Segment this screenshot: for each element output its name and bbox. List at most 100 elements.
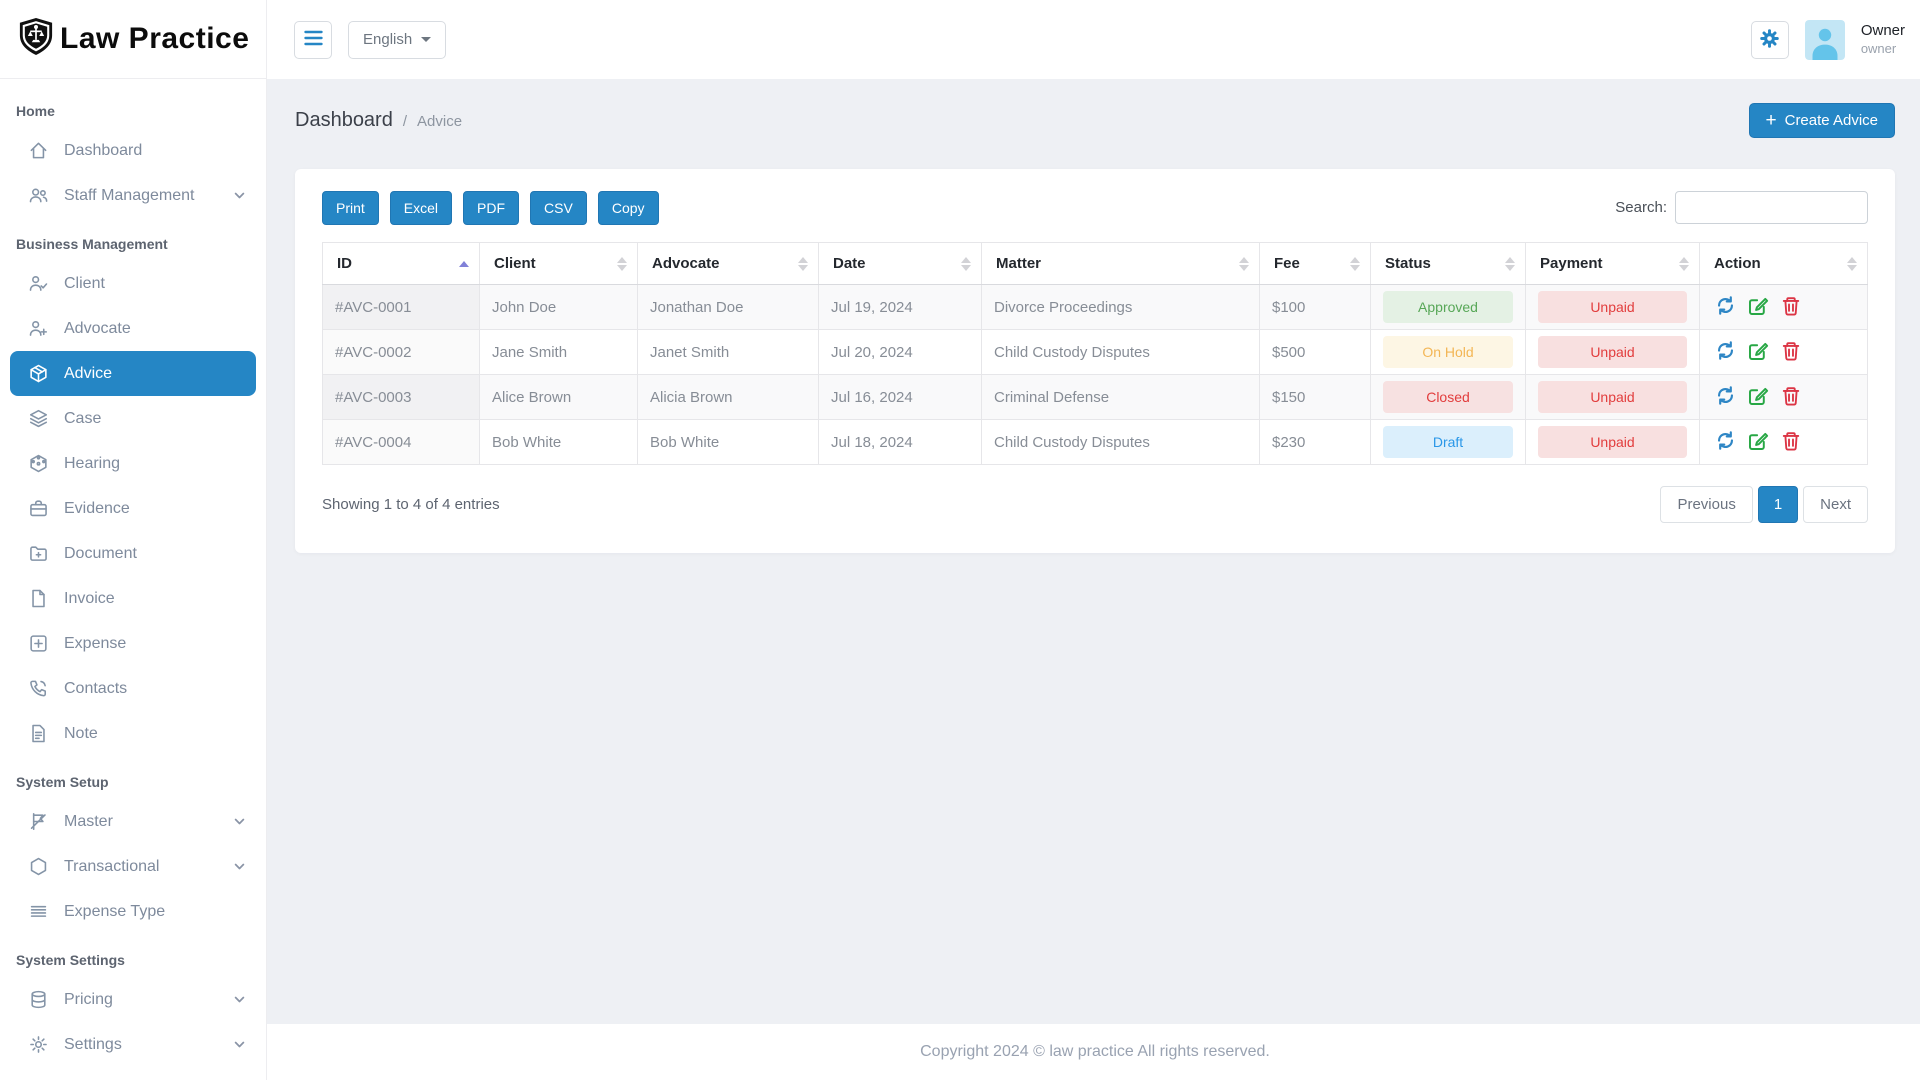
column-header-payment[interactable]: Payment [1525,242,1700,285]
menu-toggle-button[interactable] [294,20,332,59]
sidebar-item-master[interactable]: Master [10,799,256,844]
delete-action-button[interactable] [1778,338,1804,367]
topbar: English [267,0,1920,79]
search-input[interactable] [1675,191,1868,224]
column-header-date[interactable]: Date [818,242,982,285]
column-header-client[interactable]: Client [479,242,638,285]
sort-icons [617,256,627,271]
delete-icon [1780,295,1802,320]
sidebar-item-hearing[interactable]: Hearing [10,441,256,486]
sidebar-item-document[interactable]: Document [10,531,256,576]
delete-action-button[interactable] [1778,383,1804,412]
refresh-action-button[interactable] [1712,427,1739,457]
cell-matter: Child Custody Disputes [981,329,1260,375]
refresh-action-button[interactable] [1712,292,1739,322]
sidebar-item-transactional[interactable]: Transactional [10,844,256,889]
column-header-fee[interactable]: Fee [1259,242,1371,285]
sidebar-item-expense-type[interactable]: Expense Type [10,889,256,934]
status-badge: On Hold [1383,336,1513,368]
settings-gear-button[interactable] [1750,20,1789,59]
sidebar-item-advocate[interactable]: Advocate [10,306,256,351]
cell-advocate: Bob White [637,419,819,465]
hexagon-icon [28,856,49,877]
sidebar-item-staff-management[interactable]: Staff Management [10,173,256,218]
user-check-icon [28,273,49,294]
edit-icon [1747,384,1770,410]
edit-action-button[interactable] [1745,337,1772,367]
export-csv-button[interactable]: CSV [530,191,587,225]
cell-status: On Hold [1370,329,1526,375]
cell-status: Closed [1370,374,1526,420]
sort-icons [798,256,808,271]
sidebar-item-note[interactable]: Note [10,711,256,756]
table-row: #AVC-0001 John Doe Jonathan Doe Jul 19, 202… [322,284,1868,330]
delete-action-button[interactable] [1778,428,1804,457]
avatar[interactable] [1804,19,1845,60]
sidebar-section-system-settings: System Settings [16,952,125,968]
sidebar-item-settings[interactable]: Settings [10,1022,256,1067]
sidebar-section-business-management: Business Management [16,236,168,252]
sidebar-item-dashboard[interactable]: Dashboard [10,128,256,173]
edit-action-button[interactable] [1745,427,1772,457]
export-pdf-button[interactable]: PDF [463,191,520,225]
cell-payment: Unpaid [1525,419,1700,465]
edit-action-button[interactable] [1745,292,1772,322]
sidebar-item-advice[interactable]: Advice [10,351,256,396]
column-header-matter[interactable]: Matter [981,242,1260,285]
sidebar-item-evidence[interactable]: Evidence [10,486,256,531]
table-row: #AVC-0004 Bob White Bob White Jul 18, 2024 C… [322,419,1868,465]
sidebar-item-expense[interactable]: Expense [10,621,256,666]
sidebar-item-label: Transactional [64,857,160,875]
language-label: English [363,31,413,48]
user-name: Owner [1860,22,1905,39]
sidebar-item-pricing[interactable]: Pricing [10,977,256,1022]
sort-icons [1679,256,1689,271]
sidebar-item-label: Master [64,812,113,830]
cell-client: Alice Brown [479,374,638,420]
user-menu[interactable]: Owner owner [1861,22,1905,57]
refresh-action-button[interactable] [1712,337,1739,367]
column-header-action[interactable]: Action [1699,242,1868,285]
status-badge: Draft [1383,426,1513,458]
cell-date: Jul 20, 2024 [818,329,982,375]
status-badge: Approved [1383,291,1513,323]
language-dropdown[interactable]: English [348,20,447,59]
export-excel-button[interactable]: Excel [389,191,453,225]
cell-id: #AVC-0002 [322,329,480,375]
pagination-next-button[interactable]: Next [1803,486,1868,523]
export-copy-button[interactable]: Copy [597,191,659,225]
chevron-down-icon [233,1038,246,1051]
sidebar-section-home: Home [16,103,55,119]
export-print-button[interactable]: Print [322,191,379,225]
page-content: Dashboard / Advice + Create Advice Print… [267,79,1920,1024]
cell-fee: $150 [1259,374,1371,420]
cell-status: Draft [1370,419,1526,465]
column-header-id[interactable]: ID [322,242,480,285]
sidebar-item-case[interactable]: Case [10,396,256,441]
cell-matter: Child Custody Disputes [981,419,1260,465]
hamburger-icon [303,30,323,49]
breadcrumb-dashboard[interactable]: Dashboard [295,108,393,131]
refresh-action-button[interactable] [1712,382,1739,412]
delete-action-button[interactable] [1778,293,1804,322]
refresh-icon [1714,384,1737,410]
pagination-previous-button[interactable]: Previous [1660,486,1753,523]
sidebar-item-contacts[interactable]: Contacts [10,666,256,711]
column-header-advocate[interactable]: Advocate [637,242,819,285]
edit-icon [1747,339,1770,365]
create-advice-button[interactable]: + Create Advice [1748,102,1895,138]
logo[interactable]: Law Practice [0,0,266,79]
column-header-status[interactable]: Status [1370,242,1526,285]
table-row: #AVC-0002 Jane Smith Janet Smith Jul 20, 20… [322,329,1868,375]
file-text-icon [28,723,49,744]
sidebar-item-client[interactable]: Client [10,261,256,306]
edit-action-button[interactable] [1745,382,1772,412]
cell-client: John Doe [479,284,638,330]
sort-asc-icon [459,260,469,267]
box-3d-icon [28,453,49,474]
pagination-page-1-button[interactable]: 1 [1757,486,1799,523]
edit-icon [1747,429,1770,455]
advice-table-card: Print Excel PDF CSV Copy Search: ID Client Adv… [295,169,1895,553]
sidebar-item-invoice[interactable]: Invoice [10,576,256,621]
briefcase-icon [28,498,49,519]
